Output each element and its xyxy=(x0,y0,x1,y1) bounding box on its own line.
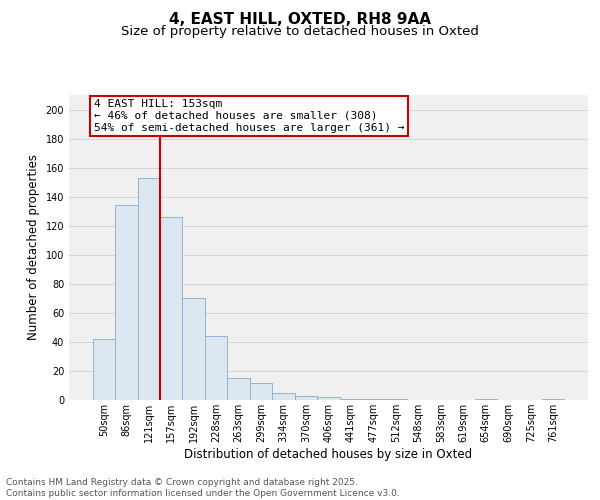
Bar xyxy=(272,392,295,400)
Bar xyxy=(160,217,182,400)
Bar xyxy=(385,398,407,400)
Bar xyxy=(475,398,497,400)
Bar xyxy=(227,378,250,400)
Text: 4 EAST HILL: 153sqm
← 46% of detached houses are smaller (308)
54% of semi-detac: 4 EAST HILL: 153sqm ← 46% of detached ho… xyxy=(94,100,404,132)
Bar xyxy=(542,398,565,400)
Text: Size of property relative to detached houses in Oxted: Size of property relative to detached ho… xyxy=(121,25,479,38)
Bar xyxy=(295,396,317,400)
X-axis label: Distribution of detached houses by size in Oxted: Distribution of detached houses by size … xyxy=(184,448,473,461)
Bar xyxy=(205,336,227,400)
Text: Contains HM Land Registry data © Crown copyright and database right 2025.
Contai: Contains HM Land Registry data © Crown c… xyxy=(6,478,400,498)
Bar xyxy=(317,397,340,400)
Bar xyxy=(115,206,137,400)
Bar xyxy=(92,339,115,400)
Bar xyxy=(250,382,272,400)
Bar xyxy=(137,178,160,400)
Bar xyxy=(182,298,205,400)
Text: 4, EAST HILL, OXTED, RH8 9AA: 4, EAST HILL, OXTED, RH8 9AA xyxy=(169,12,431,28)
Bar xyxy=(362,398,385,400)
Y-axis label: Number of detached properties: Number of detached properties xyxy=(27,154,40,340)
Bar xyxy=(340,398,362,400)
